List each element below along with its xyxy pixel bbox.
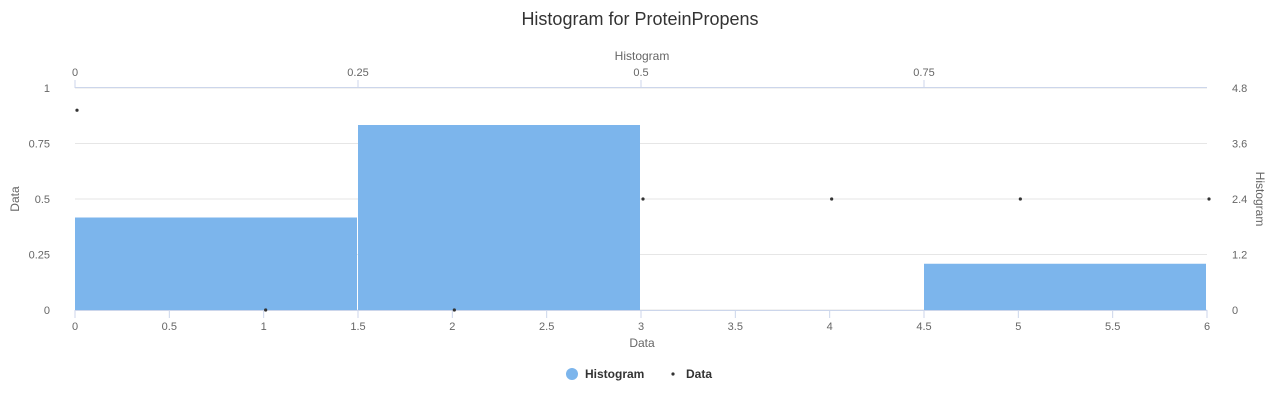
x-tick-label: 6 — [1204, 321, 1210, 333]
data-points — [75, 108, 1211, 312]
x2-tick-label: 0.5 — [633, 67, 648, 79]
y2-tick-label: 3.6 — [1232, 139, 1247, 151]
legend: Histogram Data — [566, 367, 712, 381]
y-tick-label: 1 — [44, 83, 50, 95]
data-point-0 — [75, 108, 79, 112]
y-axis-title: Data — [8, 186, 22, 212]
histogram-bar-3 — [924, 263, 1206, 310]
y2-axis-title: Histogram — [1253, 172, 1267, 227]
x-tick-label: 1 — [261, 321, 267, 333]
data-point-2 — [452, 308, 456, 312]
histogram-bars — [75, 125, 1206, 310]
data-point-3 — [641, 197, 645, 201]
legend-item-data[interactable]: Data — [671, 367, 712, 381]
data-point-4 — [830, 197, 834, 201]
x-tick-label: 2.5 — [539, 321, 554, 333]
axes: 0 0.25 0.5 0.75 1 0 1.2 2.4 3.6 4.8 0 0.5 1 1.5 2 2.5 3 3… — [29, 67, 1248, 333]
legend-data-label: Data — [686, 367, 712, 381]
legend-item-histogram[interactable]: Histogram — [566, 367, 644, 381]
y2-tick-label: 1.2 — [1232, 250, 1247, 262]
x-tick-label: 2 — [449, 321, 455, 333]
y2-tick-label: 0 — [1232, 305, 1238, 317]
x2-tick-label: 0.75 — [913, 67, 934, 79]
data-point-1 — [264, 308, 268, 312]
x-axis-title: Data — [629, 336, 655, 350]
histogram-bar-1 — [358, 125, 640, 310]
x-tick-label: 4 — [827, 321, 833, 333]
x-tick-label: 1.5 — [350, 321, 365, 333]
legend-histogram-label: Histogram — [585, 367, 644, 381]
y-tick-label: 0.75 — [29, 139, 50, 151]
x2-tick-label: 0 — [72, 67, 78, 79]
x-tick-label: 5 — [1015, 321, 1021, 333]
x-tick-label: 4.5 — [916, 321, 931, 333]
y-tick-label: 0.25 — [29, 250, 50, 262]
y-tick-label: 0 — [44, 305, 50, 317]
x2-tick-label: 0.25 — [347, 67, 368, 79]
x-tick-label: 0 — [72, 321, 78, 333]
y-tick-label: 0.5 — [35, 194, 50, 206]
x2-axis-title: Histogram — [615, 49, 670, 63]
data-point-6 — [1207, 197, 1211, 201]
y2-tick-label: 2.4 — [1232, 194, 1247, 206]
x-tick-label: 0.5 — [162, 321, 177, 333]
x-tick-label: 3.5 — [728, 321, 743, 333]
y2-tick-label: 4.8 — [1232, 83, 1247, 95]
data-point-5 — [1018, 197, 1022, 201]
x-tick-label: 5.5 — [1105, 321, 1120, 333]
legend-histogram-marker — [566, 368, 578, 380]
histogram-bar-0 — [75, 217, 357, 310]
legend-data-marker — [671, 372, 675, 376]
x-tick-label: 3 — [638, 321, 644, 333]
chart-title: Histogram for ProteinPropens — [521, 9, 758, 29]
